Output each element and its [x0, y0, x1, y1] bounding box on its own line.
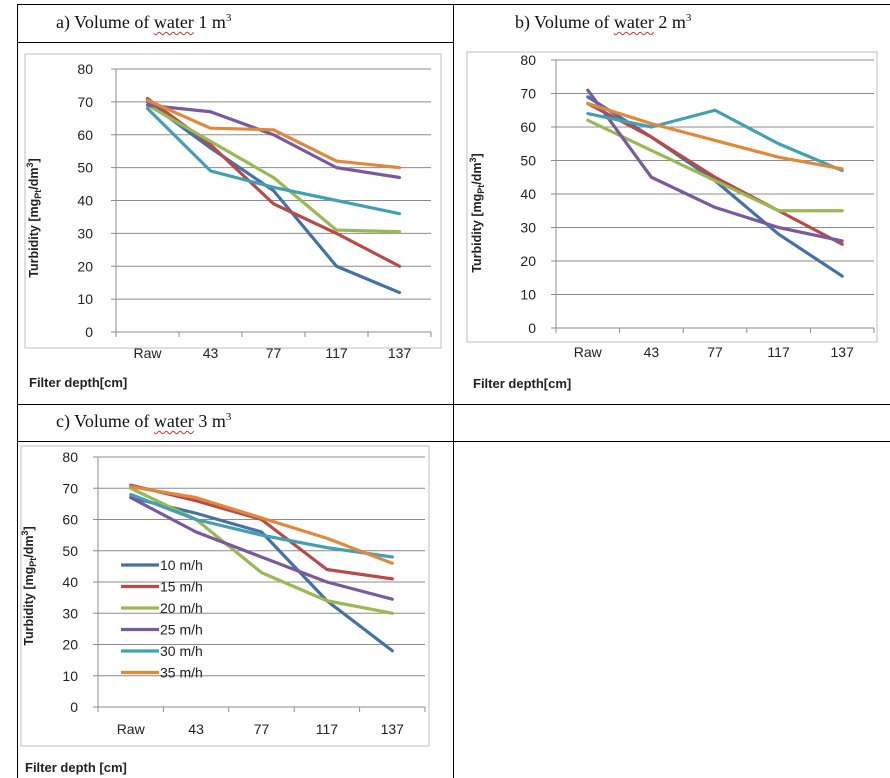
chart-c: 0 10 20 30 40 50 60 70 80 Raw 43 77 117 137 Turbidity …	[20, 445, 430, 775]
y-tick-label: 80	[77, 61, 93, 77]
cell-title-b-underlined: water	[613, 12, 654, 32]
x-tick-label: 77	[254, 721, 270, 737]
x-tick-label: 77	[266, 345, 282, 361]
x-tick-label: 117	[316, 721, 339, 737]
series-line-30-m-h	[145, 106, 402, 216]
series-line-20-m-h	[586, 118, 844, 213]
y-tick-label: 10	[62, 668, 78, 684]
x-tick-label: 43	[188, 721, 204, 737]
y-tick-label: 20	[520, 253, 536, 269]
legend-label: 30 m/h	[160, 643, 203, 659]
y-axis-label: Turbidity [mgPt/dm3]	[25, 158, 43, 277]
y-tick-label: 80	[62, 449, 78, 465]
chart-frame	[20, 445, 430, 747]
legend-label: 10 m/h	[160, 557, 203, 573]
y-tick-label: 80	[520, 52, 536, 68]
y-tick-label: 20	[77, 258, 93, 274]
y-tick-label: 40	[520, 186, 536, 202]
y-tick-label: 60	[520, 119, 536, 135]
x-tick-label: 117	[325, 345, 348, 361]
y-tick-label: 30	[77, 225, 93, 241]
y-tick-label: 50	[62, 543, 78, 559]
cell-title-a-prefix: a) Volume of	[56, 12, 154, 32]
x-axis-label: Filter depth[cm]	[29, 375, 127, 390]
series-line-20-m-h	[129, 486, 394, 615]
x-axis-label: Filter depth[cm]	[473, 376, 571, 391]
chart-b: 0 10 20 30 40 50 60 70 80 Raw 43 77 117 137 Turbidity …	[466, 51, 878, 391]
legend-label: 20 m/h	[160, 600, 203, 616]
y-tick-label: 50	[520, 153, 536, 169]
series-line-25-m-h	[145, 103, 402, 180]
table-border-header-a	[17, 42, 453, 43]
cell-title-b-prefix: b) Volume of	[515, 12, 614, 32]
cell-title-a-sup: 3	[225, 12, 232, 24]
cell-title-a-underlined: water	[153, 12, 194, 32]
y-tick-label: 10	[520, 287, 536, 303]
series-line-30-m-h	[586, 108, 844, 173]
y-tick-label: 50	[77, 160, 93, 176]
x-tick-label: 137	[831, 344, 855, 360]
y-tick-label: 10	[77, 291, 93, 307]
y-tick-label: 70	[520, 86, 536, 102]
series-line-35-m-h	[145, 98, 402, 170]
y-tick-label: 70	[77, 94, 93, 110]
cell-title-c-suffix: 3 m	[193, 411, 226, 431]
x-tick-label: Raw	[117, 721, 146, 737]
series-line-25-m-h	[129, 496, 394, 601]
y-tick-label: 30	[62, 605, 78, 621]
chart-a: 0 10 20 30 40 50 60 70 80 Raw 43 77 117 137 Turbidity …	[24, 53, 442, 390]
series-line-25-m-h	[586, 88, 844, 243]
legend-label: 15 m/h	[160, 579, 203, 595]
cell-title-c-underlined: water	[153, 411, 194, 431]
series-line-30-m-h	[129, 492, 394, 559]
cell-title-c: c) Volume of water 3 m3	[56, 411, 231, 432]
legend-label: 35 m/h	[160, 665, 203, 681]
y-tick-label: 0	[528, 320, 536, 336]
y-tick-label: 70	[62, 480, 78, 496]
x-tick-label: 117	[767, 344, 790, 360]
cell-title-b: b) Volume of water 2 m3	[515, 12, 691, 33]
series-line-10-m-h	[145, 100, 402, 295]
y-tick-label: 0	[85, 324, 93, 340]
cell-title-c-prefix: c) Volume of	[56, 411, 154, 431]
y-tick-label: 30	[520, 220, 536, 236]
table-border-left	[17, 4, 18, 778]
series-line-20-m-h	[145, 103, 402, 234]
table-border-center	[453, 4, 454, 778]
cell-title-b-sup: 3	[685, 12, 692, 24]
cell-title-b-suffix: 2 m	[653, 12, 686, 32]
y-tick-label: 40	[77, 193, 93, 209]
chart-frame	[24, 53, 442, 349]
chart-frame	[466, 51, 878, 343]
y-axis-label: Turbidity [mgPt/dm3]	[468, 153, 486, 272]
cell-title-c-sup: 3	[225, 411, 232, 423]
x-tick-label: Raw	[574, 344, 603, 360]
x-tick-label: 137	[388, 345, 412, 361]
cell-title-a-suffix: 1 m	[193, 12, 226, 32]
y-tick-label: 60	[77, 127, 93, 143]
x-axis-label: Filter depth [cm]	[25, 760, 127, 775]
x-tick-label: 77	[707, 344, 723, 360]
y-tick-label: 0	[70, 699, 78, 715]
legend-label: 25 m/h	[160, 622, 203, 638]
cell-title-a: a) Volume of water 1 m3	[56, 12, 231, 33]
series-line-35-m-h	[586, 101, 844, 171]
series-line-35-m-h	[129, 485, 394, 565]
series-line-15-m-h	[586, 101, 844, 246]
x-tick-label: 43	[203, 345, 219, 361]
y-axis-label: Turbidity [mgPt/dm3]	[20, 526, 38, 645]
y-tick-label: 60	[62, 512, 78, 528]
x-tick-label: Raw	[133, 345, 162, 361]
x-tick-label: 137	[381, 721, 405, 737]
y-tick-label: 20	[62, 637, 78, 653]
x-tick-label: 43	[644, 344, 660, 360]
y-tick-label: 40	[62, 574, 78, 590]
series-line-15-m-h	[145, 96, 402, 268]
